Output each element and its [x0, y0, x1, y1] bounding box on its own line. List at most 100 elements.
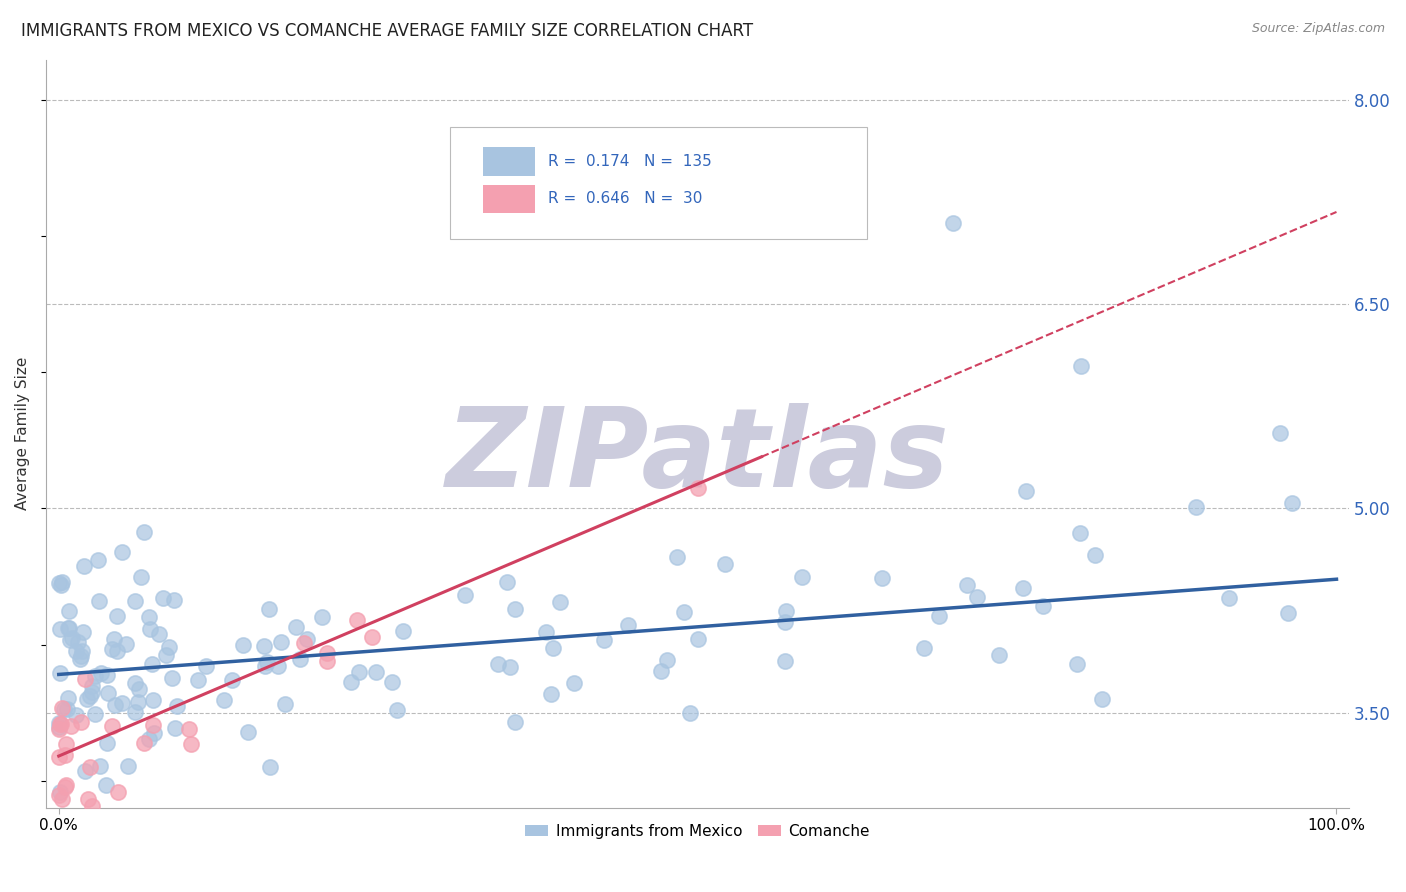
Comanche — [107, 785, 129, 799]
Comanche — [53, 780, 76, 795]
Immigrants from Mexico — [1083, 549, 1105, 563]
Immigrants from Mexico — [503, 714, 526, 729]
Immigrants from Mexico — [1069, 525, 1091, 540]
Text: ZIPatlas: ZIPatlas — [446, 402, 949, 509]
FancyBboxPatch shape — [482, 147, 534, 176]
Immigrants from Mexico — [148, 627, 170, 641]
Immigrants from Mexico — [221, 673, 243, 688]
Immigrants from Mexico — [914, 641, 936, 656]
Immigrants from Mexico — [270, 634, 292, 648]
Immigrants from Mexico — [666, 549, 689, 564]
Immigrants from Mexico — [381, 675, 404, 690]
Immigrants from Mexico — [503, 601, 526, 615]
Text: R =  0.646   N =  30: R = 0.646 N = 30 — [548, 191, 702, 206]
Immigrants from Mexico — [256, 655, 278, 669]
Immigrants from Mexico — [124, 594, 146, 608]
Immigrants from Mexico — [48, 575, 70, 590]
Comanche — [316, 654, 339, 668]
Immigrants from Mexico — [1031, 599, 1053, 613]
Immigrants from Mexico — [104, 698, 127, 713]
Comanche — [55, 737, 77, 751]
Immigrants from Mexico — [84, 707, 107, 722]
Immigrants from Mexico — [775, 615, 797, 629]
Immigrants from Mexico — [97, 686, 120, 700]
Immigrants from Mexico — [105, 643, 128, 657]
Legend: Immigrants from Mexico, Comanche: Immigrants from Mexico, Comanche — [519, 818, 876, 845]
Immigrants from Mexico — [138, 622, 160, 636]
Immigrants from Mexico — [1015, 483, 1038, 498]
Immigrants from Mexico — [49, 578, 72, 592]
Immigrants from Mexico — [56, 702, 79, 716]
Immigrants from Mexico — [58, 633, 80, 648]
Immigrants from Mexico — [311, 609, 333, 624]
Immigrants from Mexico — [56, 621, 79, 635]
Comanche — [48, 749, 70, 764]
Immigrants from Mexico — [672, 605, 695, 619]
Comanche — [179, 723, 201, 737]
Immigrants from Mexico — [1185, 500, 1208, 514]
Immigrants from Mexico — [966, 590, 988, 604]
Immigrants from Mexico — [89, 759, 111, 773]
Text: R =  0.174   N =  135: R = 0.174 N = 135 — [548, 153, 711, 169]
Comanche — [51, 700, 73, 714]
Immigrants from Mexico — [496, 575, 519, 590]
Immigrants from Mexico — [72, 625, 94, 640]
Immigrants from Mexico — [617, 617, 640, 632]
Immigrants from Mexico — [82, 685, 104, 699]
Immigrants from Mexico — [58, 621, 80, 635]
Immigrants from Mexico — [187, 673, 209, 687]
Immigrants from Mexico — [101, 641, 124, 656]
Immigrants from Mexico — [134, 524, 156, 539]
Immigrants from Mexico — [790, 570, 813, 584]
Immigrants from Mexico — [212, 693, 235, 707]
Immigrants from Mexico — [96, 736, 118, 750]
Immigrants from Mexico — [288, 652, 311, 666]
Immigrants from Mexico — [385, 703, 408, 717]
Immigrants from Mexico — [129, 570, 152, 584]
Immigrants from Mexico — [541, 640, 564, 655]
Immigrants from Mexico — [96, 667, 118, 681]
Comanche — [73, 672, 96, 686]
Immigrants from Mexico — [103, 632, 125, 646]
Immigrants from Mexico — [73, 764, 96, 779]
Y-axis label: Average Family Size: Average Family Size — [15, 357, 30, 510]
Immigrants from Mexico — [48, 719, 70, 733]
Immigrants from Mexico — [254, 658, 277, 673]
Comanche — [82, 799, 104, 814]
Immigrants from Mexico — [956, 578, 979, 592]
Immigrants from Mexico — [162, 671, 184, 685]
Immigrants from Mexico — [51, 575, 73, 590]
Comanche — [55, 778, 77, 792]
Immigrants from Mexico — [1012, 582, 1035, 596]
Immigrants from Mexico — [117, 758, 139, 772]
Comanche — [346, 613, 368, 627]
Comanche — [360, 630, 382, 644]
Immigrants from Mexico — [80, 679, 103, 693]
Immigrants from Mexico — [548, 595, 571, 609]
Immigrants from Mexico — [499, 660, 522, 674]
Immigrants from Mexico — [284, 620, 307, 634]
Immigrants from Mexico — [141, 657, 163, 671]
Immigrants from Mexico — [340, 674, 363, 689]
Immigrants from Mexico — [138, 610, 160, 624]
Immigrants from Mexico — [165, 721, 187, 735]
Immigrants from Mexico — [79, 690, 101, 704]
Immigrants from Mexico — [391, 624, 413, 638]
Immigrants from Mexico — [274, 697, 297, 711]
Immigrants from Mexico — [232, 638, 254, 652]
Comanche — [48, 722, 70, 736]
Immigrants from Mexico — [124, 675, 146, 690]
Immigrants from Mexico — [775, 604, 797, 618]
Immigrants from Mexico — [58, 604, 80, 618]
Immigrants from Mexico — [87, 593, 110, 607]
Immigrants from Mexico — [236, 724, 259, 739]
Immigrants from Mexico — [127, 695, 149, 709]
Comanche — [53, 747, 76, 762]
Comanche — [70, 714, 93, 729]
Immigrants from Mexico — [364, 665, 387, 679]
Immigrants from Mexico — [1277, 606, 1299, 620]
Immigrants from Mexico — [65, 707, 87, 722]
Immigrants from Mexico — [1281, 496, 1303, 510]
Immigrants from Mexico — [872, 571, 894, 585]
Immigrants from Mexico — [111, 544, 134, 558]
